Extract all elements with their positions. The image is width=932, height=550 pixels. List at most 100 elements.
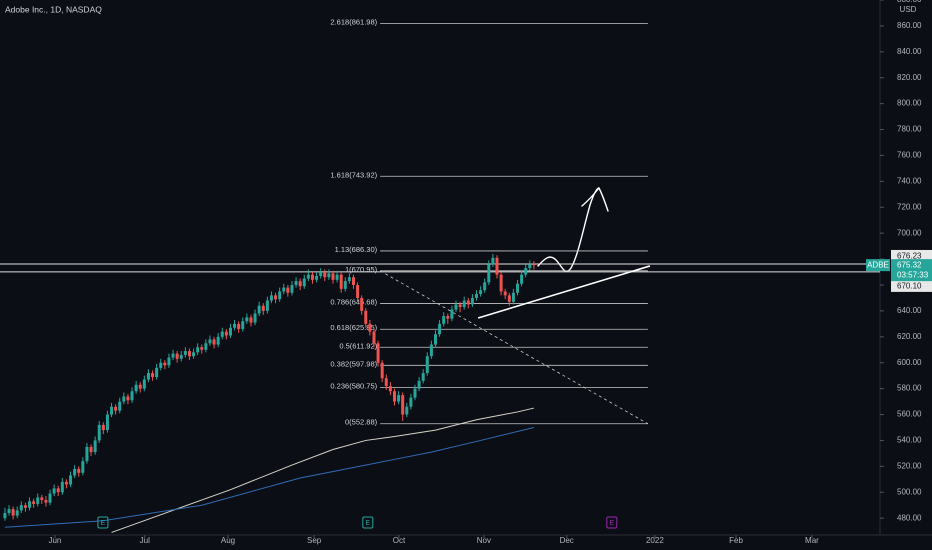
candle-body — [376, 343, 380, 363]
candle-body — [442, 316, 446, 324]
candle-body — [245, 317, 249, 322]
candle-body — [462, 300, 466, 308]
fib-level-label: 0.236(580.75) — [330, 382, 377, 391]
candle-body — [360, 297, 364, 311]
candle-body — [110, 406, 114, 415]
candle-body — [7, 509, 11, 513]
candle-body — [491, 257, 495, 265]
candle-body — [503, 291, 507, 296]
candle-body — [241, 321, 245, 330]
candle-body — [331, 273, 335, 280]
candle-body — [220, 331, 224, 337]
y-tick-label: 820.00 — [897, 73, 922, 82]
candle-body — [499, 274, 503, 292]
y-tick-label: 780.00 — [897, 125, 922, 134]
candle-body — [380, 362, 384, 379]
candle-body — [69, 475, 73, 485]
candle-body — [183, 351, 187, 355]
fib-level-label: 0.382(597.98) — [330, 359, 377, 368]
candle-body — [261, 305, 265, 311]
candle-body — [101, 424, 105, 431]
fib-level-label: 0.5(611.92) — [339, 341, 377, 350]
fib-level-label: 0.786(645.68) — [330, 298, 377, 307]
candle-body — [187, 351, 191, 357]
trend-line — [477, 265, 651, 319]
candle-body — [339, 274, 343, 289]
candle-body — [458, 304, 462, 308]
candle-body — [233, 323, 237, 328]
candle-body — [528, 264, 532, 269]
candle-body — [286, 287, 290, 293]
candle-body — [405, 406, 409, 415]
candle-body — [56, 488, 60, 493]
candle-body — [409, 397, 413, 407]
y-tick-label: 560.00 — [897, 410, 922, 419]
candle-body — [294, 281, 298, 285]
x-tick-label: Aug — [221, 536, 235, 545]
candle-body — [290, 284, 294, 293]
chart-title: Adobe Inc., 1D, NASDAQ — [5, 4, 102, 14]
candle-body — [224, 331, 228, 336]
candle-body — [208, 339, 212, 344]
candle-body — [306, 274, 310, 279]
x-tick-label: Mar — [805, 536, 819, 545]
y-tick-label: 580.00 — [897, 384, 922, 393]
candle-body — [495, 257, 499, 275]
symbol-tag-label: ADBE — [867, 260, 889, 269]
candle-body — [89, 446, 93, 453]
candle-body — [298, 281, 302, 287]
candle-body — [122, 396, 126, 402]
candle-body — [97, 424, 101, 441]
candle-body — [483, 282, 487, 291]
candle-body — [105, 414, 109, 431]
candle-body — [474, 294, 478, 298]
candle-body — [93, 440, 97, 453]
candle-body — [64, 481, 68, 485]
countdown-label: 03:57:33 — [897, 270, 929, 279]
y-tick-label: 720.00 — [897, 202, 922, 211]
candle-body — [466, 300, 470, 305]
moving-average — [111, 407, 535, 533]
candle-body — [3, 512, 7, 519]
event-label: E — [365, 520, 370, 527]
candle-body — [302, 278, 306, 287]
candle-body — [15, 510, 19, 516]
candle-body — [179, 354, 183, 359]
candle-body — [253, 313, 257, 323]
candle-body — [52, 488, 56, 494]
candle-body — [511, 292, 515, 302]
candle-body — [192, 352, 196, 357]
candle-body — [134, 384, 138, 392]
candle-body — [77, 468, 81, 473]
candle-body — [200, 347, 204, 350]
candle-body — [204, 343, 208, 350]
candle-body — [163, 362, 167, 366]
candle-body — [216, 336, 220, 345]
candle-body — [237, 323, 241, 330]
y-tick-label: 500.00 — [897, 487, 922, 496]
candle-body — [257, 305, 261, 314]
candle-body — [28, 501, 32, 508]
candle-body — [401, 395, 405, 415]
candle-body — [151, 373, 155, 377]
price-line-tag — [891, 279, 932, 292]
candle-body — [118, 401, 122, 411]
fib-level-label: 2.618(861.98) — [330, 17, 377, 26]
candle-body — [479, 290, 483, 295]
candle-body — [356, 284, 360, 298]
candle-body — [417, 380, 421, 389]
candle-body — [450, 309, 454, 319]
x-tick-label: Feb — [729, 536, 743, 545]
event-badge — [606, 516, 618, 529]
candle-body — [516, 283, 520, 293]
y-tick-label: 600.00 — [897, 358, 922, 367]
price-line-tag — [891, 249, 932, 262]
y-tick-label: 640.00 — [897, 306, 922, 315]
candle-body — [327, 273, 331, 278]
candle-body — [429, 344, 433, 357]
candle-body — [167, 357, 171, 366]
event-label: E — [609, 520, 614, 527]
